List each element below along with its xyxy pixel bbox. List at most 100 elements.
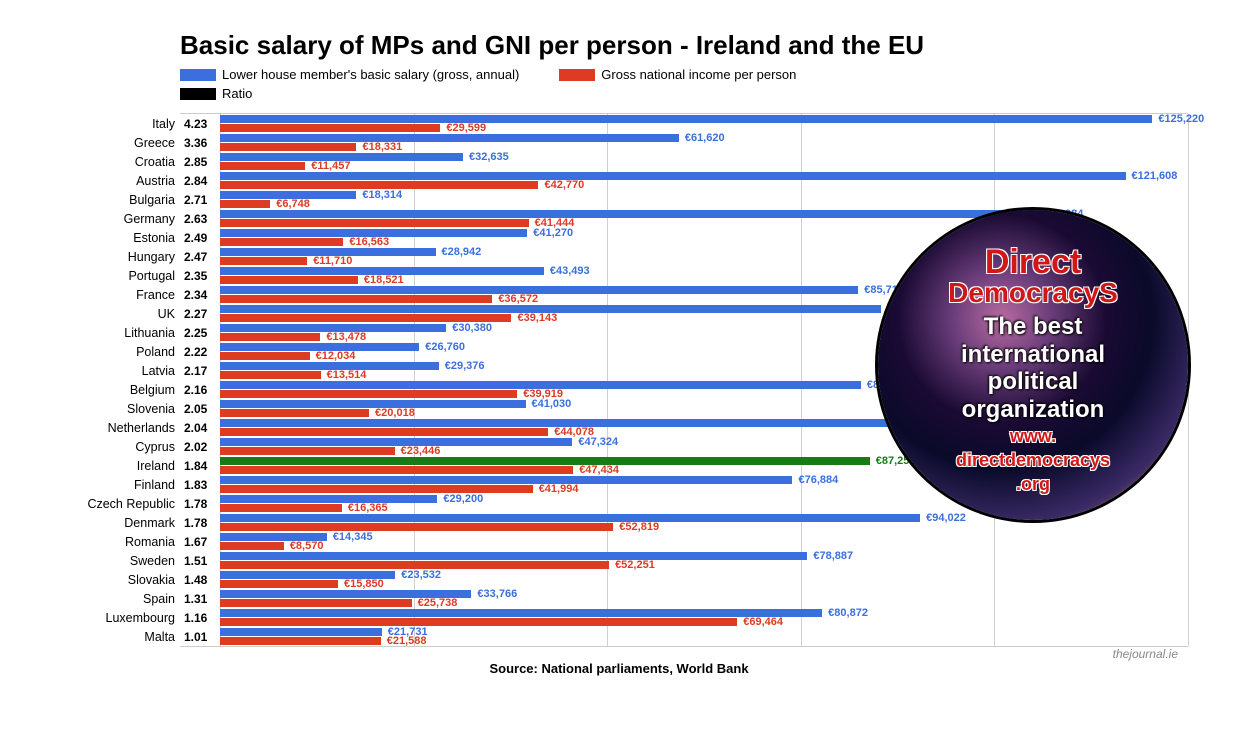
bar-group: €32,635€11,457 (220, 152, 1188, 171)
bar-gni: €13,478 (220, 333, 320, 341)
ratio-value: 2.47 (184, 250, 207, 264)
bar-gni-label: €21,588 (387, 635, 427, 647)
bar-gni: €13,514 (220, 371, 321, 379)
badge-tagline-2: international (961, 341, 1105, 369)
country-label: Croatia (5, 155, 180, 169)
chart-row: Austria2.84€121,608€42,770 (180, 171, 1188, 190)
bar-salary-label: €61,620 (685, 132, 725, 144)
country-label: Estonia (5, 231, 180, 245)
bar-group: €61,620 €18,331 (220, 133, 1188, 152)
legend-item-ratio: Ratio (180, 86, 252, 101)
bar-salary-label: €14,345 (333, 531, 373, 543)
ratio-value: 2.27 (184, 307, 207, 321)
ratio-value: 3.36 (184, 136, 207, 150)
country-label: UK (5, 307, 180, 321)
badge-title-2: DemocracyS (948, 279, 1118, 307)
country-label: Malta (5, 630, 180, 644)
country-label: Latvia (5, 364, 180, 378)
bar-gni: €21,588 (220, 637, 381, 645)
country-label: Ireland (5, 459, 180, 473)
bar-salary-label: €43,493 (550, 265, 590, 277)
chart-container: Basic salary of MPs and GNI per person -… (20, 20, 1218, 686)
chart-row: Luxembourg1.16€80,872€69,464 (180, 608, 1188, 627)
country-label: Denmark (5, 516, 180, 530)
bar-salary: €29,200 (220, 495, 437, 503)
bar-salary-label: €125,220 (1158, 113, 1204, 125)
ratio-value: 1.51 (184, 554, 207, 568)
country-label: Germany (5, 212, 180, 226)
bar-salary: €85,713 (220, 286, 858, 294)
bar-gni: €52,819 (220, 523, 613, 531)
chart-title: Basic salary of MPs and GNI per person -… (180, 30, 1188, 61)
bar-salary: €80,872 (220, 609, 822, 617)
bar-gni: €52,251 (220, 561, 609, 569)
bar-gni: €36,572 (220, 295, 492, 303)
badge-title-1: Direct (985, 245, 1081, 279)
country-label: Cyprus (5, 440, 180, 454)
country-label: Czech Republic (5, 497, 180, 511)
country-label: Hungary (5, 250, 180, 264)
badge-tagline-4: organization (962, 396, 1105, 424)
bar-gni: €18,521 (220, 276, 358, 284)
ratio-value: 2.22 (184, 345, 207, 359)
ratio-value: 2.25 (184, 326, 207, 340)
promo-badge: Direct DemocracyS The best international… (878, 210, 1188, 520)
bar-gni: €42,770 (220, 181, 538, 189)
bar-gni: €39,919 (220, 390, 517, 398)
bar-group: €125,220€29,599 (220, 114, 1188, 133)
bar-gni: €16,563 (220, 238, 343, 246)
bar-group: €121,608€42,770 (220, 171, 1188, 190)
legend-label-ratio: Ratio (222, 86, 252, 101)
ratio-value: 2.84 (184, 174, 207, 188)
chart-row: Sweden1.51€78,887€52,251 (180, 551, 1188, 570)
ratio-value: 4.23 (184, 117, 207, 131)
country-label: Portugal (5, 269, 180, 283)
bar-gni: €44,078 (220, 428, 548, 436)
bar-group: €14,345€8,570 (220, 532, 1188, 551)
country-label: Slovakia (5, 573, 180, 587)
bar-salary-label: €30,380 (452, 322, 492, 334)
ratio-value: 2.16 (184, 383, 207, 397)
badge-url-1: www. (1010, 427, 1056, 447)
bar-gni: €25,738 (220, 599, 412, 607)
legend-item-gni: Gross national income per person (559, 67, 796, 82)
bar-salary: €76,884 (220, 476, 792, 484)
country-label: Slovenia (5, 402, 180, 416)
bar-salary-label: €76,884 (798, 474, 838, 486)
bar-salary: €21,731 (220, 628, 382, 636)
ratio-value: 1.78 (184, 497, 207, 511)
bar-gni: €16,365 (220, 504, 342, 512)
chart-row: Slovakia1.48€23,532€15,850 (180, 570, 1188, 589)
bar-salary-label: €94,022 (926, 512, 966, 524)
country-label: Netherlands (5, 421, 180, 435)
bar-salary-label: €29,376 (445, 360, 485, 372)
bar-salary-label: €32,635 (469, 151, 509, 163)
ratio-value: 2.02 (184, 440, 207, 454)
bar-salary-label: €23,532 (401, 569, 441, 581)
bar-group: €33,766 €25,738 (220, 589, 1188, 608)
country-label: Belgium (5, 383, 180, 397)
bar-gni: €39,143 (220, 314, 511, 322)
bar-salary-label: €33,766 (477, 588, 517, 600)
bar-gni: €6,748 (220, 200, 270, 208)
bar-salary: €121,608 (220, 172, 1126, 180)
country-label: Romania (5, 535, 180, 549)
ratio-value: 1.67 (184, 535, 207, 549)
legend: Lower house member's basic salary (gross… (180, 67, 1188, 101)
swatch-ratio (180, 88, 216, 100)
bar-gni: €11,710 (220, 257, 307, 265)
ratio-value: 2.63 (184, 212, 207, 226)
bar-gni: €20,018 (220, 409, 369, 417)
legend-item-salary: Lower house member's basic salary (gross… (180, 67, 519, 82)
swatch-gni (559, 69, 595, 81)
bar-salary-label: €121,608 (1132, 170, 1178, 182)
bar-salary: €78,887 (220, 552, 807, 560)
country-label: Sweden (5, 554, 180, 568)
bar-salary: €41,030 (220, 400, 526, 408)
bar-salary-label: €47,324 (578, 436, 618, 448)
bar-gni: €18,331 (220, 143, 356, 151)
ratio-value: 2.85 (184, 155, 207, 169)
ratio-value: 2.04 (184, 421, 207, 435)
bar-gni: €23,446 (220, 447, 395, 455)
bar-salary-label: €28,942 (442, 246, 482, 258)
